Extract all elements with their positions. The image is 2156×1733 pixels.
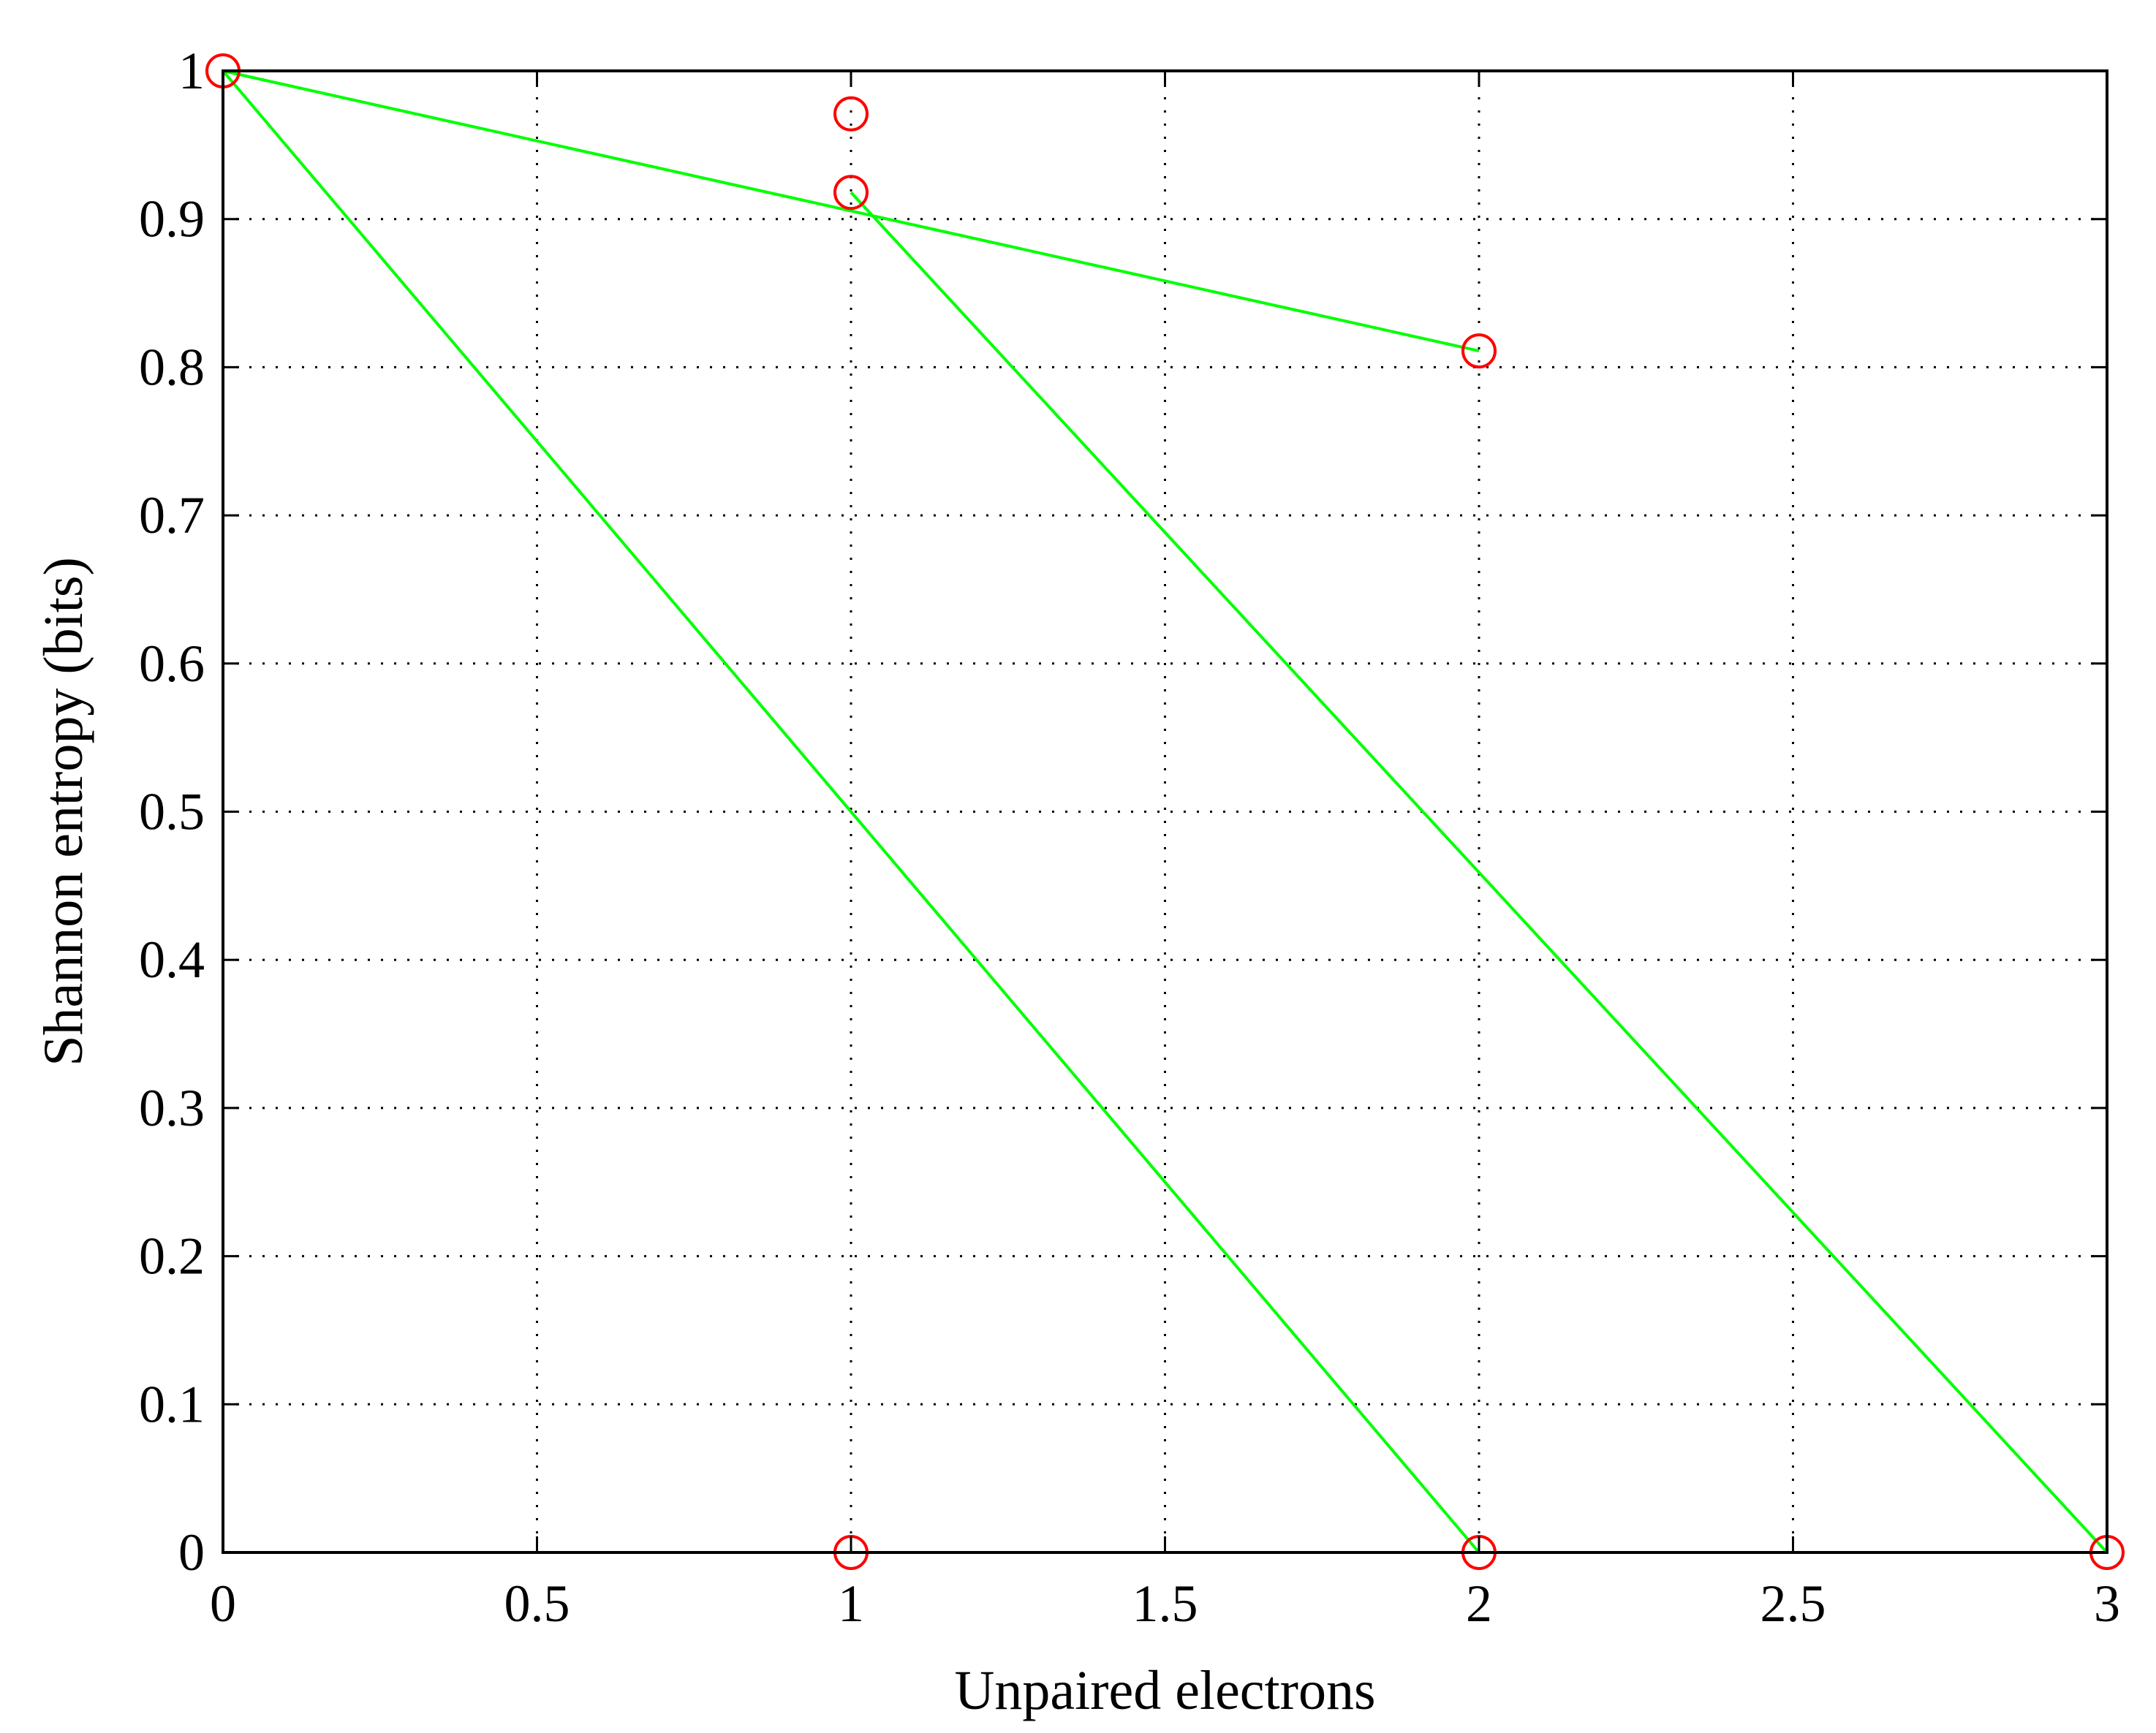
x-axis-title: Unpaired electrons <box>954 1660 1375 1721</box>
y-tick-label: 0.7 <box>139 486 205 545</box>
y-axis-title: Shannon entropy (bits) <box>33 557 94 1066</box>
x-tick-label: 2 <box>1466 1574 1492 1633</box>
y-tick-label: 0.8 <box>139 338 205 396</box>
x-tick-label: 1.5 <box>1132 1574 1198 1633</box>
series-line <box>850 191 2108 1554</box>
y-tick-label: 0.2 <box>139 1227 205 1286</box>
series-line <box>222 69 1480 1554</box>
y-tick-label: 0.3 <box>139 1079 205 1137</box>
data-point-marker <box>833 96 869 132</box>
x-tick-label: 2.5 <box>1760 1574 1826 1633</box>
x-tick-label: 0 <box>210 1574 236 1633</box>
y-tick-label: 1 <box>178 42 205 100</box>
y-tick-label: 0.4 <box>139 930 205 989</box>
x-tick-labels: 0 0.5 1 1.5 2 2.5 3 <box>210 1574 2120 1633</box>
y-tick-labels: 0 0.1 0.2 0.3 0.4 0.5 0.6 0.7 0.8 0.9 1 <box>139 42 205 1582</box>
data-point-marker <box>1461 333 1497 369</box>
x-tick-label: 0.5 <box>504 1574 570 1633</box>
y-tick-label: 0.6 <box>139 634 205 693</box>
y-tick-label: 0.5 <box>139 783 205 841</box>
data-point-marker <box>833 175 869 211</box>
series-lines <box>222 69 2108 1554</box>
y-tick-label: 0.9 <box>139 190 205 249</box>
axis-ticks <box>222 69 2108 1554</box>
x-tick-label: 1 <box>838 1574 864 1633</box>
series-line <box>222 69 1480 353</box>
y-tick-label: 0 <box>178 1523 205 1582</box>
x-tick-label: 3 <box>2094 1574 2120 1633</box>
y-tick-label: 0.1 <box>139 1375 205 1433</box>
